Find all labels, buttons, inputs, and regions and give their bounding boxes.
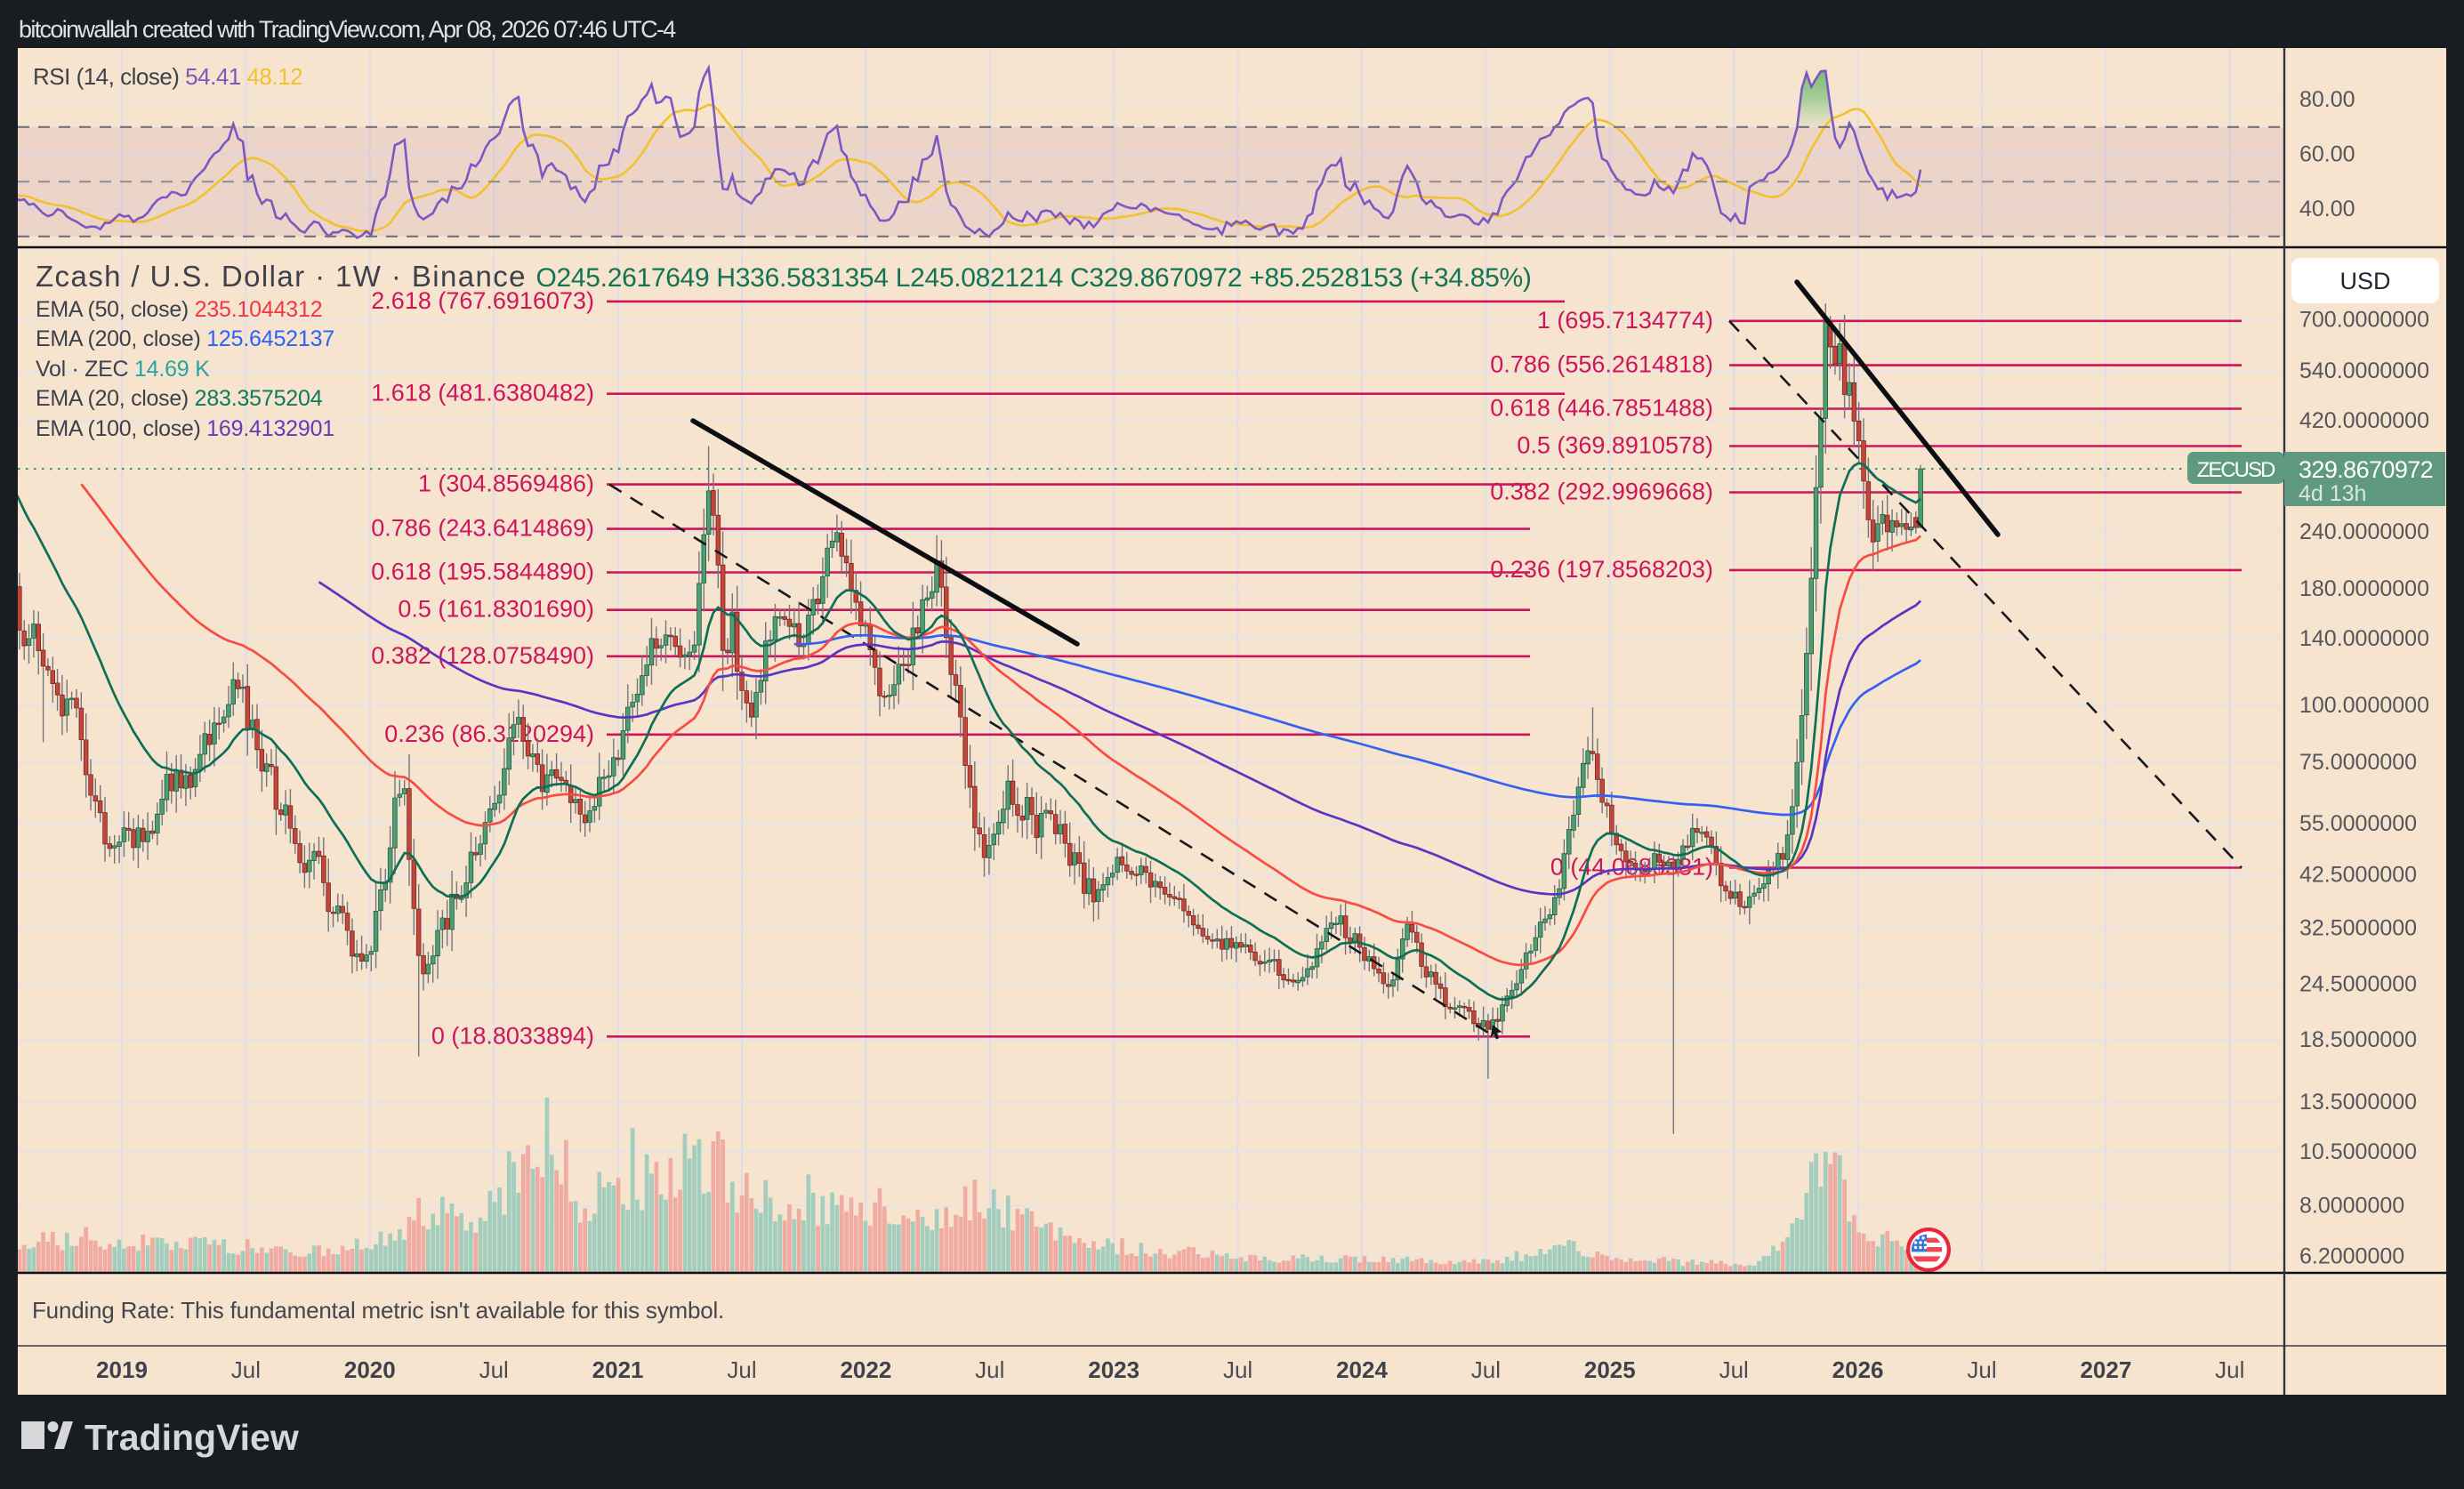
svg-text:2027: 2027 bbox=[2080, 1356, 2131, 1383]
svg-text:RSI (14, close) 54.41 48.12: RSI (14, close) 54.41 48.12 bbox=[33, 63, 302, 90]
svg-text:EMA (200, close) 125.6452137: EMA (200, close) 125.6452137 bbox=[36, 326, 334, 351]
svg-text:240.0000000: 240.0000000 bbox=[2299, 519, 2429, 544]
svg-text:2020: 2020 bbox=[344, 1356, 396, 1383]
svg-text:Jul: Jul bbox=[1471, 1356, 1501, 1383]
svg-text:2026: 2026 bbox=[1832, 1356, 1884, 1383]
svg-text:18.5000000: 18.5000000 bbox=[2299, 1027, 2417, 1052]
svg-text:13.5000000: 13.5000000 bbox=[2299, 1090, 2417, 1115]
svg-text:329.8670972: 329.8670972 bbox=[2299, 456, 2433, 483]
svg-text:0.382 (128.0758490): 0.382 (128.0758490) bbox=[371, 642, 594, 669]
svg-text:6.2000000: 6.2000000 bbox=[2299, 1244, 2404, 1269]
svg-text:0 (18.8033894): 0 (18.8033894) bbox=[431, 1022, 594, 1049]
svg-text:Jul: Jul bbox=[727, 1356, 756, 1383]
svg-text:Jul: Jul bbox=[479, 1356, 509, 1383]
svg-text:0.5 (369.8910578): 0.5 (369.8910578) bbox=[1517, 432, 1713, 459]
svg-text:Funding Rate: This fundamental: Funding Rate: This fundamental metric is… bbox=[32, 1297, 724, 1324]
svg-text:60.00: 60.00 bbox=[2299, 142, 2355, 167]
svg-text:TradingView: TradingView bbox=[85, 1417, 299, 1458]
svg-text:42.5000000: 42.5000000 bbox=[2299, 863, 2417, 888]
svg-text:40.00: 40.00 bbox=[2299, 197, 2355, 221]
svg-text:100.0000000: 100.0000000 bbox=[2299, 693, 2429, 718]
svg-text:Jul: Jul bbox=[1967, 1356, 1996, 1383]
svg-text:700.0000000: 700.0000000 bbox=[2299, 307, 2429, 332]
svg-text:4d 13h: 4d 13h bbox=[2299, 481, 2366, 506]
svg-text:10.5000000: 10.5000000 bbox=[2299, 1139, 2417, 1164]
svg-text:2019: 2019 bbox=[96, 1356, 148, 1383]
svg-text:Jul: Jul bbox=[975, 1356, 1004, 1383]
svg-text:24.5000000: 24.5000000 bbox=[2299, 971, 2417, 996]
svg-text:1 (304.8569486): 1 (304.8569486) bbox=[418, 471, 594, 497]
svg-text:420.0000000: 420.0000000 bbox=[2299, 408, 2429, 433]
svg-text:2.618 (767.6916073): 2.618 (767.6916073) bbox=[371, 287, 594, 314]
svg-text:EMA (50, close) 235.1044312: EMA (50, close) 235.1044312 bbox=[36, 297, 322, 322]
svg-text:32.5000000: 32.5000000 bbox=[2299, 915, 2417, 940]
svg-text:EMA (100, close) 169.4132901: EMA (100, close) 169.4132901 bbox=[36, 416, 334, 441]
svg-text:2023: 2023 bbox=[1088, 1356, 1139, 1383]
svg-text:0.786 (243.6414869): 0.786 (243.6414869) bbox=[371, 515, 594, 542]
svg-text:1.618 (481.6380482): 1.618 (481.6380482) bbox=[371, 380, 594, 406]
svg-text:8.0000000: 8.0000000 bbox=[2299, 1194, 2404, 1219]
svg-text:Jul: Jul bbox=[1719, 1356, 1749, 1383]
svg-text:0.236 (86.3120294): 0.236 (86.3120294) bbox=[384, 720, 594, 747]
svg-text:0.236 (197.8568203): 0.236 (197.8568203) bbox=[1490, 556, 1713, 583]
svg-text:2024: 2024 bbox=[1336, 1356, 1388, 1383]
svg-text:0.618 (446.7851488): 0.618 (446.7851488) bbox=[1490, 395, 1713, 422]
svg-text:2025: 2025 bbox=[1584, 1356, 1636, 1383]
svg-text:Jul: Jul bbox=[1223, 1356, 1252, 1383]
svg-text:1 (695.7134774): 1 (695.7134774) bbox=[1537, 307, 1713, 334]
svg-text:ZECUSD: ZECUSD bbox=[2197, 458, 2275, 482]
svg-text:75.0000000: 75.0000000 bbox=[2299, 750, 2417, 775]
svg-text:Zcash / U.S. Dollar · 1W · Bin: Zcash / U.S. Dollar · 1W · Binance O245.… bbox=[36, 260, 1532, 293]
svg-text:140.0000000: 140.0000000 bbox=[2299, 626, 2429, 651]
svg-text:0.786 (556.2614818): 0.786 (556.2614818) bbox=[1490, 351, 1713, 378]
svg-text:0.618 (195.5844890): 0.618 (195.5844890) bbox=[371, 559, 594, 585]
svg-text:Vol · ZEC 14.69 K: Vol · ZEC 14.69 K bbox=[36, 357, 210, 382]
svg-text:80.00: 80.00 bbox=[2299, 87, 2355, 112]
svg-text:USD: USD bbox=[2339, 268, 2390, 294]
svg-text:EMA (20, close) 283.3575204: EMA (20, close) 283.3575204 bbox=[36, 386, 323, 411]
svg-text:2021: 2021 bbox=[592, 1356, 644, 1383]
svg-text:bitcoinwallah created with Tra: bitcoinwallah created with TradingView.c… bbox=[19, 16, 676, 43]
svg-text:180.0000000: 180.0000000 bbox=[2299, 576, 2429, 601]
svg-text:Jul: Jul bbox=[231, 1356, 261, 1383]
svg-text:55.0000000: 55.0000000 bbox=[2299, 811, 2417, 836]
svg-text:Jul: Jul bbox=[2215, 1356, 2244, 1383]
svg-text:540.0000000: 540.0000000 bbox=[2299, 358, 2429, 383]
svg-text:2022: 2022 bbox=[840, 1356, 891, 1383]
svg-text:0.5 (161.8301690): 0.5 (161.8301690) bbox=[398, 596, 594, 623]
svg-text:0.382 (292.9969668): 0.382 (292.9969668) bbox=[1490, 479, 1713, 505]
